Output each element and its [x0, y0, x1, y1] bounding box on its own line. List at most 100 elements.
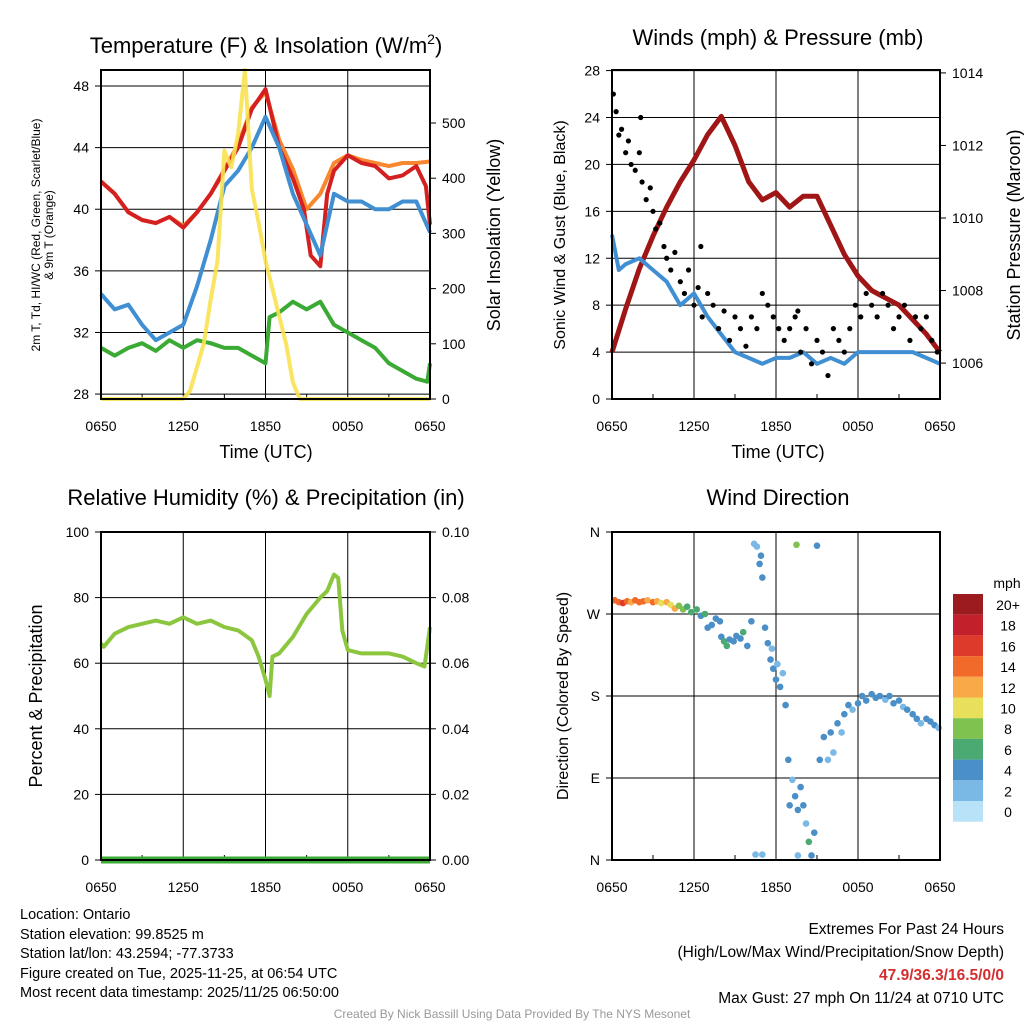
legend-label: 4: [1004, 763, 1012, 779]
x-tick-label: 0050: [842, 418, 873, 434]
y-tick-label: N: [590, 852, 600, 868]
y-tick-label: 40: [73, 201, 89, 217]
y-tick-label: 24: [584, 110, 600, 126]
gust-point: [798, 349, 804, 355]
legend-swatch: [953, 614, 983, 636]
gust-point: [643, 197, 649, 203]
gust-point: [698, 243, 704, 250]
x-tick-label: 0650: [414, 879, 445, 895]
gust-point: [808, 361, 815, 367]
direction-point: [820, 733, 828, 741]
direction-point: [769, 665, 777, 672]
direction-point: [816, 756, 824, 764]
legend-swatch: [953, 635, 983, 657]
direction-point: [757, 552, 765, 559]
y-tick-label: 20: [73, 786, 89, 802]
y-tick-label: 4: [592, 344, 600, 360]
legend-title: mph: [993, 575, 1020, 591]
direction-point: [708, 621, 716, 629]
max-gust-text: Max Gust: 27 mph On 11/24 at 0710 UTC: [718, 990, 1004, 1007]
direction-point: [701, 610, 709, 618]
gust-point: [819, 349, 826, 355]
gust-point: [616, 132, 622, 138]
gust-point: [929, 337, 935, 343]
plot-frame: [100, 69, 431, 400]
y2-tick-label: 100: [442, 336, 466, 352]
gust-point: [770, 314, 776, 320]
gust-point: [732, 314, 738, 320]
gust-point: [657, 220, 663, 226]
x-tick-label: 1850: [760, 418, 791, 434]
gust-point: [638, 114, 644, 121]
x-tick-label: 0650: [596, 879, 627, 895]
chart-title-wind-direction: Wind Direction: [706, 485, 849, 510]
legend-swatch: [953, 780, 983, 801]
elevation-text: Station elevation: 99.8525 m: [20, 926, 204, 943]
gust-point: [863, 290, 869, 297]
direction-point: [810, 829, 818, 836]
legend-label: 10: [1000, 701, 1016, 717]
series-line-td: [100, 299, 432, 384]
y2-tick-label: 0.10: [442, 524, 469, 540]
gust-point: [880, 290, 886, 297]
gust-point: [765, 302, 771, 308]
series-line-relative-humidity: [99, 572, 432, 698]
direction-point: [782, 701, 789, 709]
gust-point: [781, 337, 787, 343]
y-tick-label: 12: [584, 250, 600, 266]
gust-point: [613, 109, 619, 115]
gust-point: [737, 326, 744, 332]
direction-point: [895, 697, 903, 704]
gust-point: [885, 302, 891, 308]
x-tick-label: 1250: [168, 418, 199, 434]
legend-swatch: [953, 738, 983, 760]
legend-label: 6: [1004, 742, 1012, 758]
direction-point: [862, 697, 870, 704]
direction-point: [909, 710, 916, 718]
direction-point: [876, 692, 884, 700]
x-tick-label: 0650: [414, 418, 445, 434]
direction-point: [723, 642, 731, 650]
direction-point: [830, 749, 837, 756]
x-tick-label: 0050: [332, 418, 363, 434]
gust-point: [705, 290, 711, 297]
plot-frame: [611, 531, 941, 861]
series-line-pressure: [609, 113, 942, 354]
x-axis-label: Time (UTC): [219, 442, 312, 462]
y-tick-label: 32: [73, 324, 89, 340]
direction-point: [753, 543, 761, 550]
y-tick-label: 40: [73, 721, 89, 737]
y2-tick-label: 500: [442, 115, 466, 131]
gust-point: [661, 243, 667, 250]
gust-point: [716, 326, 722, 332]
y2-axis-label-pressure: Station Pressure (Maroon): [1004, 129, 1024, 340]
direction-point: [808, 852, 815, 859]
created-text: Figure created on Tue, 2025-11-25, at 06…: [20, 965, 338, 982]
x-tick-label: 1250: [678, 418, 709, 434]
gust-point: [825, 372, 831, 379]
y-tick-label: W: [587, 606, 601, 622]
y-axis-label-direction: Direction (Colored By Speed): [555, 592, 572, 800]
gust-point: [836, 337, 842, 343]
y-axis-label-humidity: Percent & Precipitation: [26, 604, 46, 787]
y-tick-label: 28: [584, 63, 600, 79]
gust-point: [890, 326, 897, 332]
y-tick-label: 100: [66, 524, 90, 540]
gust-point: [869, 302, 875, 308]
gust-point: [841, 349, 847, 355]
direction-point: [800, 802, 807, 809]
direction-point: [886, 692, 893, 700]
direction-point: [786, 802, 793, 809]
direction-point: [693, 606, 701, 613]
x-tick-label: 0650: [85, 418, 116, 434]
chart-title-winds: Winds (mph) & Pressure (mb): [633, 25, 924, 50]
series-line-hi-wc: [99, 114, 432, 343]
direction-point: [657, 599, 665, 607]
gust-point: [710, 302, 716, 308]
legend-swatch: [953, 676, 983, 698]
direction-point: [683, 603, 691, 611]
direction-point: [737, 635, 744, 642]
direction-point: [917, 720, 925, 727]
panel-2: [606, 69, 946, 400]
